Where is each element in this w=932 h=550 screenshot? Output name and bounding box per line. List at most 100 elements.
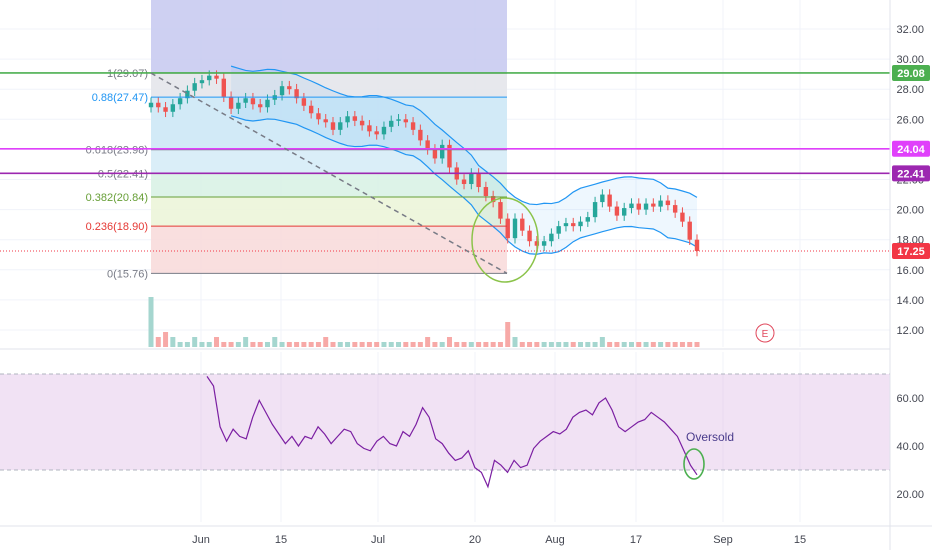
candle-body — [403, 119, 408, 123]
volume-bar — [607, 342, 613, 347]
candle-body — [389, 120, 394, 127]
volume-bar — [679, 342, 685, 347]
price-tag: 29.08 — [892, 64, 930, 81]
candle — [156, 97, 161, 113]
candle-body — [549, 233, 554, 242]
fib-zone-top — [151, 0, 507, 74]
candle — [345, 111, 350, 128]
candle-body — [177, 98, 183, 105]
candle — [622, 202, 627, 221]
candle — [440, 139, 445, 164]
candle-body — [483, 187, 489, 197]
candle-body — [418, 129, 423, 141]
candle-body — [461, 179, 467, 185]
candle-body — [672, 205, 678, 213]
candle — [170, 98, 176, 118]
candle-body — [148, 102, 154, 108]
earnings-marker[interactable]: E — [755, 323, 775, 343]
volume-bar — [352, 342, 358, 347]
volume-bar — [345, 342, 351, 347]
time-tick-label: 20 — [469, 534, 481, 546]
candle — [338, 117, 343, 136]
volume-bar — [665, 342, 671, 347]
candle-body — [323, 119, 328, 123]
earnings-icon: E — [762, 329, 769, 340]
price-tag-label: 24.04 — [897, 144, 925, 156]
price-tag: 22.41 — [892, 165, 930, 182]
volume-bar — [366, 342, 372, 347]
volume-bar — [636, 342, 642, 347]
volume-bar — [476, 342, 482, 347]
volume-bar — [446, 337, 452, 347]
candle — [687, 216, 692, 245]
candle-body — [338, 122, 343, 130]
volume-bar — [534, 342, 540, 347]
candle-body — [432, 149, 438, 159]
candle — [323, 114, 328, 128]
candle-body — [345, 116, 350, 123]
price-tick-label: 20.00 — [896, 205, 924, 217]
candle — [177, 92, 183, 110]
volume-bar — [621, 342, 627, 347]
candle — [658, 195, 663, 212]
time-tick-label: Aug — [545, 534, 565, 546]
candle-body — [425, 140, 430, 150]
candle-body — [541, 241, 547, 246]
candle — [665, 195, 671, 211]
candle-body — [622, 208, 627, 216]
candle — [563, 217, 569, 232]
price-tick-label: 28.00 — [896, 84, 924, 96]
fib-zone-5 — [151, 196, 507, 227]
candle — [549, 228, 554, 247]
candle-body — [512, 218, 518, 239]
price-tag-bg — [892, 165, 930, 182]
time-tick-label: 17 — [630, 534, 642, 546]
volume-bar — [490, 342, 496, 347]
candle-body — [563, 223, 569, 227]
candle — [651, 198, 656, 212]
volume-bar — [483, 342, 489, 347]
candle — [192, 77, 197, 96]
horizontal-lines[interactable] — [0, 72, 890, 252]
candle-body — [643, 203, 649, 210]
volume-bar — [643, 342, 649, 347]
price-tags: 29.08 24.04 22.41 17.25 — [892, 64, 930, 259]
candle — [571, 217, 576, 232]
candle-body — [607, 194, 612, 207]
candle-body — [221, 78, 226, 97]
candlesticks — [148, 70, 700, 257]
highlight-ellipse — [471, 197, 539, 283]
candle — [236, 97, 241, 115]
candle — [527, 225, 532, 247]
candle — [585, 211, 590, 227]
candle-body — [367, 125, 372, 132]
candle-body — [250, 98, 256, 105]
candle — [541, 235, 547, 251]
volume-bar — [264, 342, 270, 347]
candle-body — [381, 126, 387, 135]
volume-bar — [381, 342, 387, 347]
time-tick-label: 15 — [794, 534, 806, 546]
volume-bar — [519, 342, 525, 347]
candle-body — [279, 86, 285, 96]
volume-bar — [359, 342, 365, 347]
volume-bar — [286, 342, 292, 347]
candle — [490, 190, 496, 208]
candle — [367, 120, 372, 137]
volume-bar — [650, 342, 656, 347]
candle-body — [498, 202, 503, 219]
volume-bar — [527, 342, 533, 347]
volume-bar — [541, 342, 547, 347]
candle — [672, 199, 678, 218]
rsi-band — [0, 374, 890, 470]
volume-bar — [628, 342, 634, 347]
time-tick-label: Jul — [371, 534, 385, 546]
volume-bar — [687, 342, 693, 347]
candle-body — [308, 105, 314, 114]
volume-bar — [163, 332, 169, 347]
volume-bar — [497, 342, 503, 347]
candle — [301, 92, 307, 112]
candle-body — [592, 202, 598, 218]
volume-bar — [243, 337, 249, 347]
